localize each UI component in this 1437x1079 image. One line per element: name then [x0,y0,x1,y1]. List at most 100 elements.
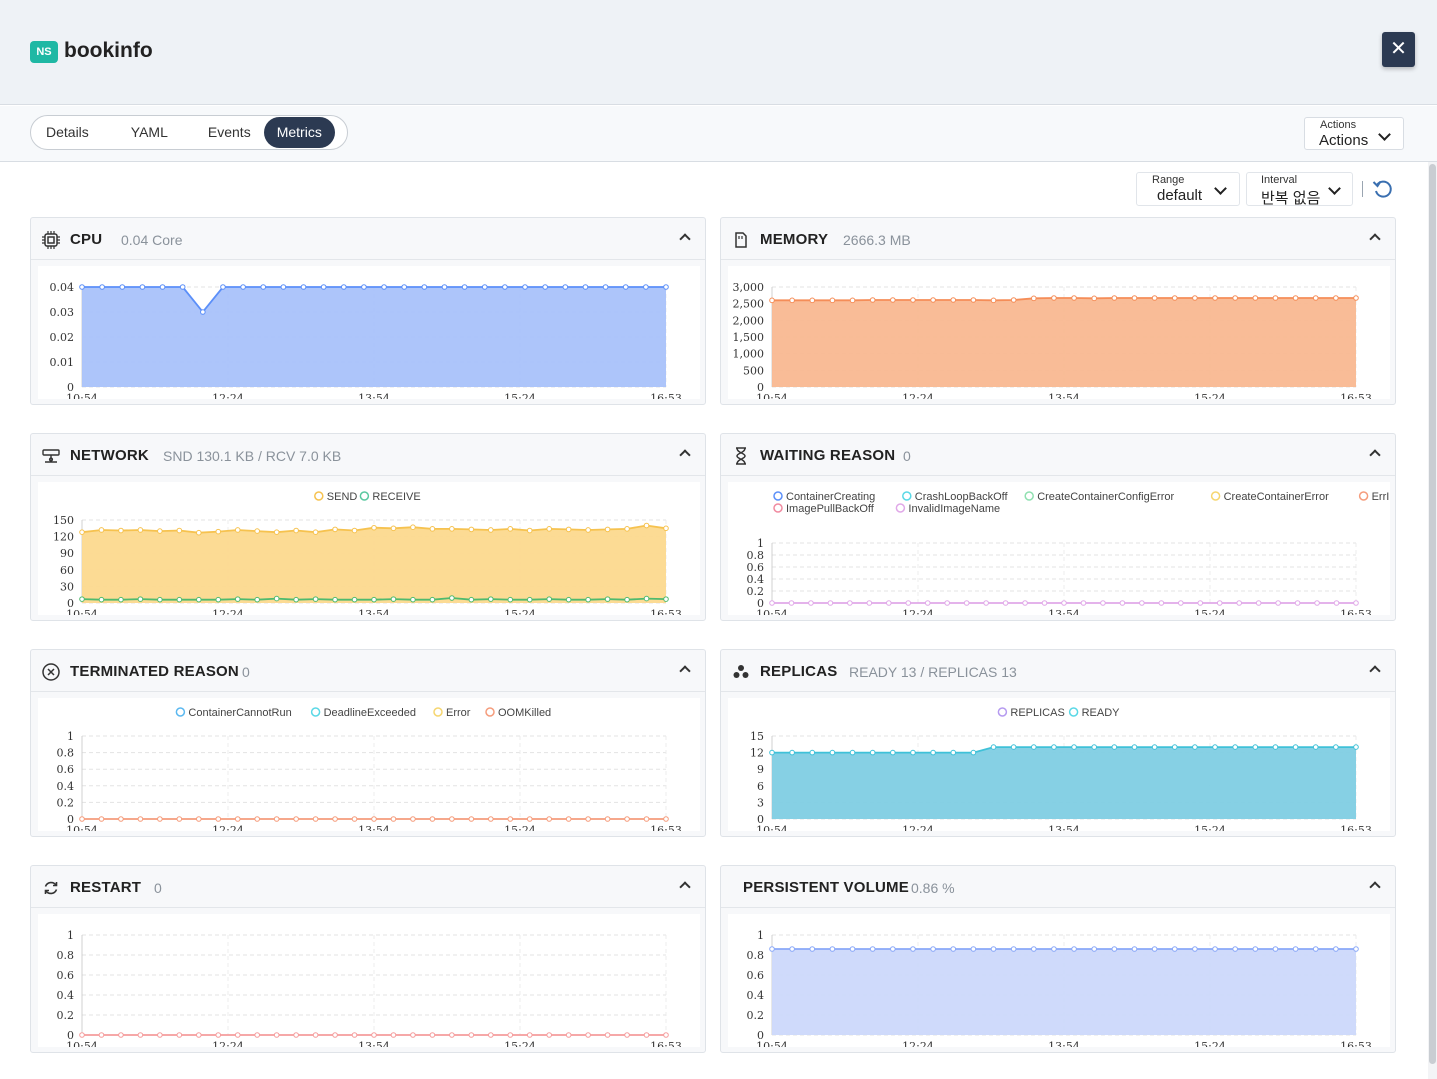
y-tick-label: 0.2 [57,1009,75,1022]
interval-select[interactable]: Interval 반복 없음 [1246,172,1353,207]
data-point [970,749,977,756]
data-point [468,816,475,822]
data-point [240,284,246,290]
chart-svg: 0.04 0.03 0.02 0.01 010:54 12:24 13:54 15:24 16:… [50,281,682,399]
data-point [789,297,795,304]
tab-details[interactable]: Details [46,124,89,140]
chart-svg: 3,000 2,500 2,000 1,500 1,000 500 010:54 12:24 1… [733,281,1372,399]
data-point [1091,946,1098,952]
data-point [1255,600,1262,606]
data-point [488,816,494,822]
data-point [526,527,533,534]
chevron-up-icon[interactable] [679,665,691,677]
data-point [1151,946,1158,952]
data-point [410,816,416,822]
legend-marker [1210,491,1221,501]
data-point [1312,295,1319,301]
memory-icon [735,232,747,248]
data-point [468,596,475,603]
data-point [488,596,494,602]
legend-marker [314,491,324,501]
data-point [79,284,85,290]
chevron-up-icon[interactable] [1369,881,1381,893]
y-tick-label: 0.02 [50,331,75,344]
data-point [624,596,630,603]
panel-title: REPLICAS [760,663,838,680]
data-point [829,297,836,304]
data-point [1002,600,1009,606]
data-point [1010,744,1017,750]
data-point [624,816,630,822]
data-point [905,600,912,606]
y-tick-label: 150 [53,514,74,527]
data-point [410,524,416,530]
chevron-up-icon[interactable] [679,449,691,461]
range-select[interactable]: Range default [1136,172,1240,206]
chevron-up-icon[interactable] [679,881,691,893]
data-point [1022,600,1028,606]
data-point [179,284,186,290]
chevron-up-icon[interactable] [679,233,691,245]
data-point [1212,946,1218,952]
data-point [1232,295,1238,301]
data-point [215,1032,222,1038]
x-tick-label: 15:24 [504,824,536,831]
metric-panel-restart: RESTART 0 1 0.8 0.6 0.4 0.2 0 10:54 12:24 13:54 1… [30,865,706,1053]
data-point [585,816,591,822]
legend-marker [310,707,321,717]
data-point [1091,295,1098,302]
x-tick-label: 12:24 [212,392,244,399]
data-point [361,284,367,290]
data-point [312,816,319,822]
data-point [196,596,202,603]
x-tick-label: 10:54 [66,608,98,615]
panel-title: MEMORY [760,231,829,248]
legend-label: OOMKilled [498,707,551,719]
data-point [176,527,183,534]
data-point [950,749,957,756]
data-point [890,946,896,952]
data-point [351,596,358,603]
data-point [234,816,241,822]
chart-cpu: 0.04 0.03 0.02 0.01 0 10:54 12:24 13:54 15:24 16:… [38,266,700,399]
series-area [82,525,666,603]
data-point [1212,744,1218,750]
data-point [1353,600,1359,606]
legend-label: READY [1082,707,1121,719]
chevron-up-icon[interactable] [1369,665,1381,677]
legend-label: ErrImagePull [1372,491,1390,503]
actions-dropdown[interactable]: Actions Actions [1304,117,1404,150]
refresh-button[interactable] [1372,178,1394,200]
legend-marker [1358,491,1369,501]
legend-marker [359,491,370,501]
data-point [293,527,299,534]
close-button[interactable]: ✕ [1382,32,1415,67]
data-point [1131,295,1138,301]
legend-label: CreateContainerConfigError [1037,491,1174,503]
tab-metrics[interactable]: Metrics [263,117,335,148]
tab-events[interactable]: Events [207,124,251,140]
page-title: bookinfo [64,39,153,62]
data-point [390,596,397,602]
legend-label: ContainerCreating [786,491,875,503]
y-tick-label: 0.6 [57,763,75,776]
data-point [332,816,338,822]
chevron-up-icon[interactable] [1369,449,1381,461]
series-area [82,287,666,387]
panel-value: 0.86 % [911,880,955,896]
data-point [1192,744,1198,750]
tab-yaml[interactable]: YAML [130,124,168,140]
x-tick-label: 13:54 [1048,392,1080,399]
data-point [79,1032,85,1038]
panel-value: 0.04 Core [121,232,183,248]
data-point [1312,744,1319,750]
data-point [254,596,260,603]
data-point [1353,946,1359,952]
chevron-up-icon[interactable] [1369,233,1381,245]
data-point [604,596,611,602]
x-tick-label: 12:24 [212,608,244,615]
scrollbar-thumb[interactable] [1429,164,1436,1064]
data-point [585,596,591,603]
x-tick-label: 13:54 [1048,1040,1080,1047]
data-point [254,1032,260,1038]
